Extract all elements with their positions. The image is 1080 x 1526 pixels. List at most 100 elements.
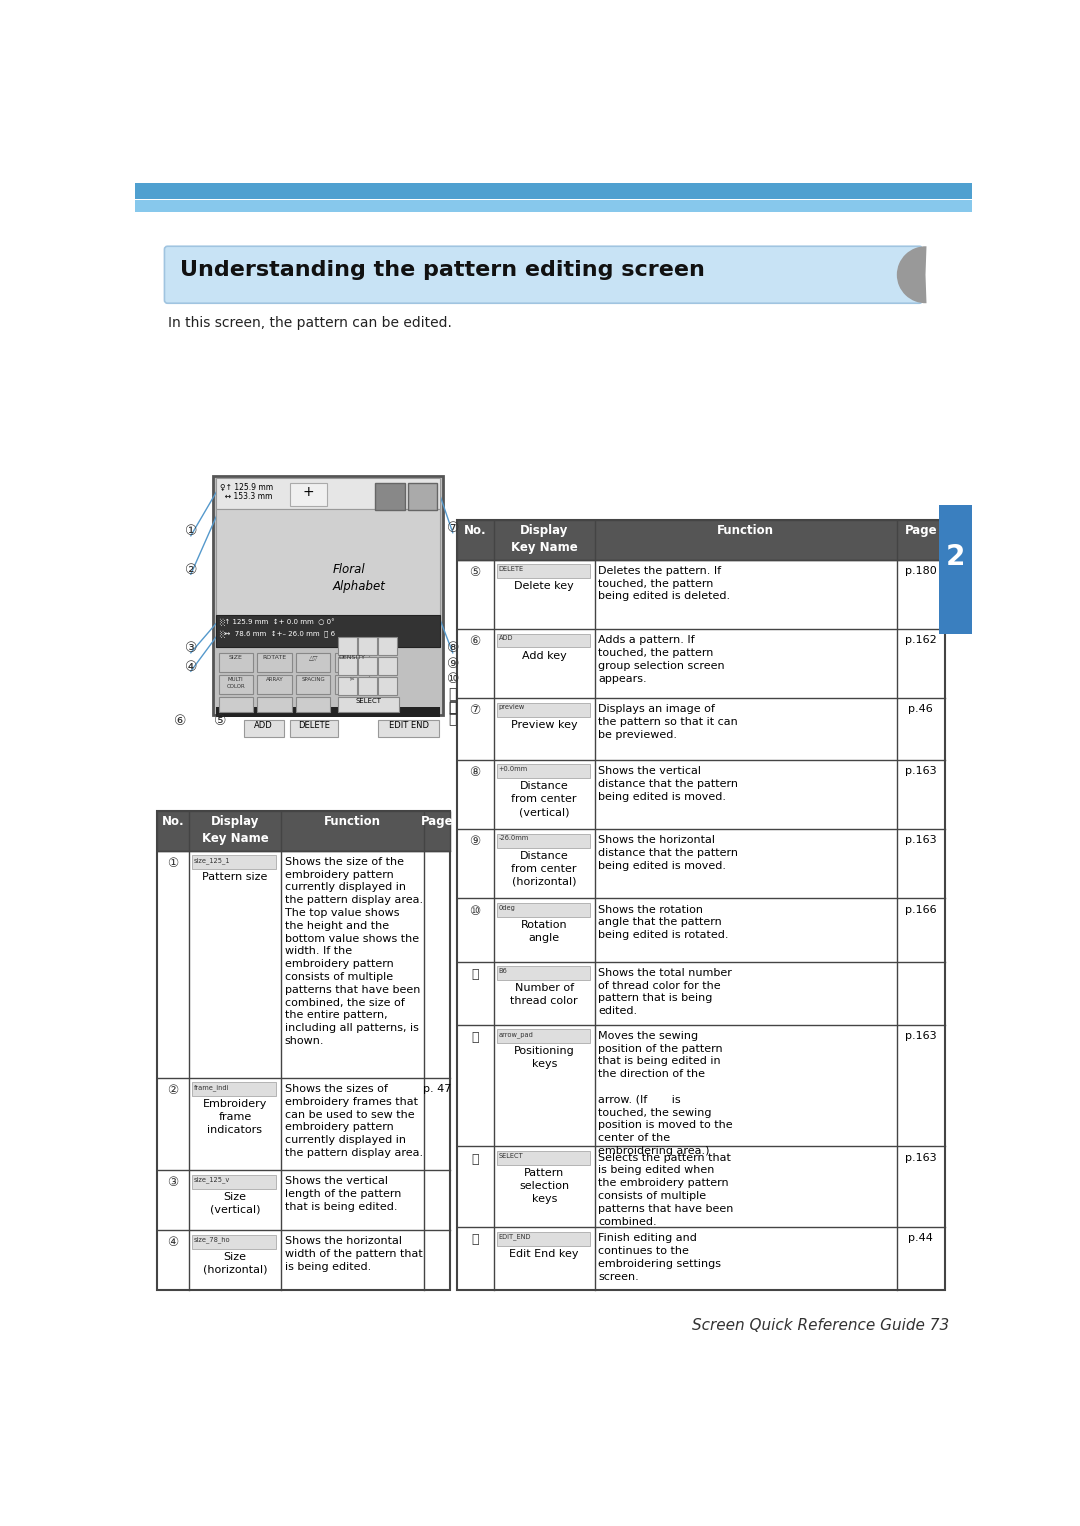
Bar: [335, 674, 369, 694]
Text: ⑨: ⑨: [446, 656, 459, 670]
Bar: [296, 697, 330, 713]
Bar: [497, 565, 590, 578]
Text: SIZE: SIZE: [229, 655, 243, 661]
Text: ⑪: ⑪: [448, 687, 457, 702]
Text: ⑧: ⑧: [470, 766, 481, 778]
Text: ⑩: ⑩: [446, 671, 459, 687]
Text: ↔ 153.3 mm: ↔ 153.3 mm: [220, 491, 272, 501]
Text: Understanding the pattern editing screen: Understanding the pattern editing screen: [180, 259, 705, 281]
Bar: [192, 1082, 276, 1096]
Text: Screen Quick Reference Guide 73: Screen Quick Reference Guide 73: [691, 1318, 948, 1334]
Bar: [497, 833, 590, 847]
Text: Shows the vertical
length of the pattern
that is being edited.: Shows the vertical length of the pattern…: [284, 1177, 401, 1212]
Text: ⑭: ⑭: [472, 1233, 478, 1247]
Text: Selects the pattern that
is being edited when
the embroidery pattern
consists of: Selects the pattern that is being edited…: [598, 1152, 733, 1227]
Bar: [218, 697, 253, 713]
Bar: [378, 656, 397, 674]
Text: ②: ②: [167, 1083, 178, 1097]
Text: △▽: △▽: [309, 655, 318, 661]
Text: DELETE: DELETE: [499, 566, 524, 572]
Text: p.166: p.166: [905, 905, 936, 914]
Text: ⑩: ⑩: [470, 905, 481, 917]
Text: ⑥: ⑥: [174, 714, 186, 728]
Bar: [296, 653, 330, 671]
Text: Moves the sewing
position of the pattern
that is being edited in
the direction o: Moves the sewing position of the pattern…: [598, 1032, 733, 1157]
Bar: [378, 676, 397, 696]
Bar: [291, 720, 338, 737]
Bar: [338, 656, 356, 674]
Text: Pattern size: Pattern size: [202, 873, 268, 882]
Text: Page: Page: [905, 525, 937, 537]
Text: +0.0mm: +0.0mm: [499, 766, 528, 772]
Text: ⑥: ⑥: [470, 635, 481, 649]
Text: ⑤: ⑤: [470, 566, 481, 578]
Bar: [192, 1235, 276, 1248]
Text: ⑧: ⑧: [446, 641, 459, 655]
Text: ░↑ 125.9 mm  ↕+ 0.0 mm  ○ 0°: ░↑ 125.9 mm ↕+ 0.0 mm ○ 0°: [218, 618, 335, 626]
Text: Finish editing and
continues to the
embroidering settings
screen.: Finish editing and continues to the embr…: [598, 1233, 721, 1282]
Text: size_125_v: size_125_v: [194, 1177, 230, 1183]
Text: Deletes the pattern. If
touched, the pattern
being edited is deleted.: Deletes the pattern. If touched, the pat…: [598, 566, 730, 601]
Text: Displays an image of
the pattern so that it can
be previewed.: Displays an image of the pattern so that…: [598, 705, 739, 740]
Bar: [216, 508, 441, 647]
Text: Shows the horizontal
width of the pattern that
is being edited.: Shows the horizontal width of the patter…: [284, 1236, 422, 1273]
Text: ①: ①: [167, 858, 178, 870]
Text: Positioning
keys: Positioning keys: [514, 1047, 575, 1070]
Text: Delete key: Delete key: [514, 581, 575, 591]
Bar: [335, 653, 369, 671]
Bar: [338, 636, 356, 655]
Bar: [157, 810, 449, 850]
Bar: [375, 482, 405, 510]
Text: ⑬: ⑬: [448, 700, 457, 714]
Text: ⑨: ⑨: [470, 835, 481, 848]
Bar: [257, 674, 292, 694]
Text: size_78_ho: size_78_ho: [194, 1236, 230, 1244]
Text: p. 47: p. 47: [422, 1083, 451, 1094]
Bar: [457, 520, 945, 560]
Bar: [243, 720, 284, 737]
Text: Size
(vertical): Size (vertical): [210, 1192, 260, 1215]
Text: Embroidery
frame
indicators: Embroidery frame indicators: [203, 1099, 267, 1135]
Text: p.163: p.163: [905, 1152, 936, 1163]
Text: ⑫: ⑫: [448, 702, 457, 716]
Text: p.163: p.163: [905, 766, 936, 777]
Text: Size
(horizontal): Size (horizontal): [203, 1251, 267, 1274]
Text: ✂: ✂: [350, 678, 354, 682]
Bar: [257, 653, 292, 671]
Bar: [291, 482, 327, 505]
Bar: [378, 636, 397, 655]
Bar: [359, 636, 377, 655]
Text: ♀↑ 125.9 mm: ♀↑ 125.9 mm: [220, 482, 273, 491]
Bar: [218, 674, 253, 694]
Text: ARRAY: ARRAY: [266, 678, 283, 682]
Text: Display
Key Name: Display Key Name: [202, 815, 268, 845]
Text: ⑭: ⑭: [448, 713, 457, 726]
Bar: [257, 697, 292, 713]
Text: ①: ①: [185, 523, 197, 539]
Text: p.162: p.162: [905, 635, 936, 645]
Text: ⑦: ⑦: [446, 520, 459, 536]
Text: SELECT: SELECT: [499, 1152, 523, 1158]
Text: ROTATE: ROTATE: [262, 655, 286, 661]
Text: ④: ④: [185, 659, 197, 673]
Bar: [135, 183, 972, 198]
Bar: [497, 703, 590, 717]
Text: frame_indi: frame_indi: [194, 1083, 229, 1091]
Text: No.: No.: [464, 525, 486, 537]
Text: ③: ③: [167, 1177, 178, 1189]
Text: ADD: ADD: [254, 722, 273, 731]
Text: Display
Key Name: Display Key Name: [511, 525, 578, 554]
Text: ②: ②: [185, 563, 197, 577]
Text: Function: Function: [717, 525, 774, 537]
Text: Pattern
selection
keys: Pattern selection keys: [519, 1167, 569, 1204]
Bar: [359, 656, 377, 674]
Bar: [338, 676, 356, 696]
Bar: [216, 708, 441, 717]
Bar: [359, 676, 377, 696]
Bar: [497, 1231, 590, 1245]
Text: Shows the size of the
embroidery pattern
currently displayed in
the pattern disp: Shows the size of the embroidery pattern…: [284, 858, 422, 1045]
Bar: [408, 482, 437, 510]
Text: No.: No.: [162, 815, 185, 829]
Text: ADD: ADD: [499, 635, 513, 641]
Text: Shows the total number
of thread color for the
pattern that is being
edited.: Shows the total number of thread color f…: [598, 967, 732, 1016]
